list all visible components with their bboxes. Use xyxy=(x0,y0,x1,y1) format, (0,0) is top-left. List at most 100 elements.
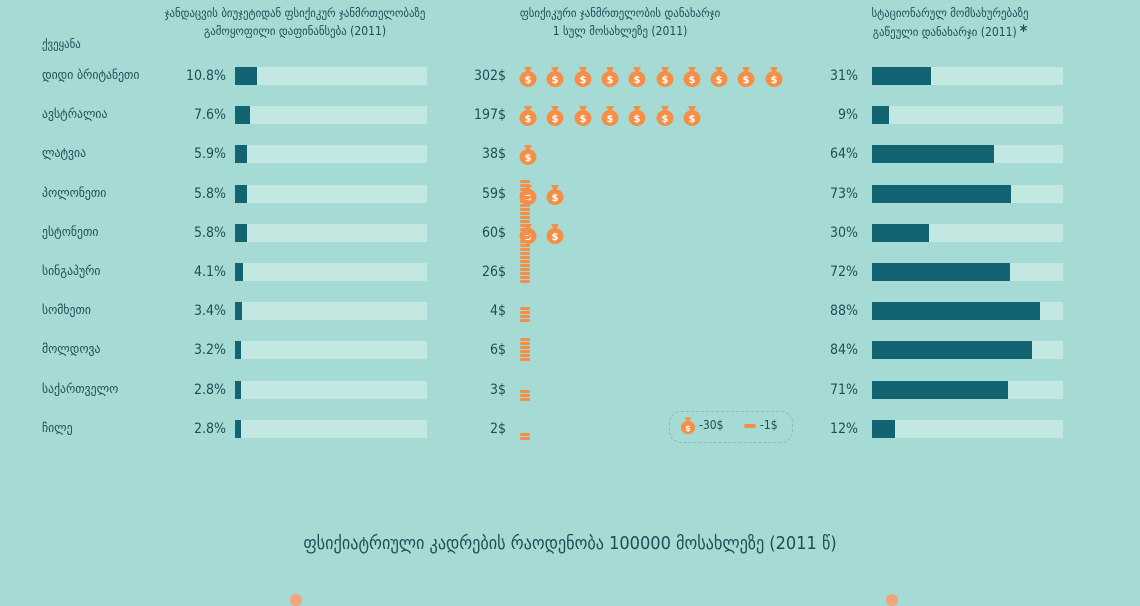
inpatient-share-bar xyxy=(872,341,1032,360)
inpatient-share-track xyxy=(872,145,1063,164)
inpatient-share-track xyxy=(872,106,1063,125)
coin-icon xyxy=(520,200,530,203)
coin-icon xyxy=(520,260,530,263)
spending-label: 6$ xyxy=(489,342,506,359)
budget-share-track xyxy=(235,145,427,164)
svg-text:$: $ xyxy=(579,114,586,125)
svg-text:$: $ xyxy=(770,75,777,86)
legend-bag-label: -30$ xyxy=(699,418,724,432)
table-row: მოლდოვა 3.2% 6$ 84% xyxy=(0,338,1140,362)
coin-stack xyxy=(520,432,530,440)
coin-icon xyxy=(520,248,530,251)
coin-icon xyxy=(520,280,530,283)
coin-icon xyxy=(520,354,530,358)
coin-icon xyxy=(520,311,530,315)
money-bag-icon: $ xyxy=(656,67,673,87)
inpatient-share-track xyxy=(872,263,1063,281)
money-bag-icon: $ xyxy=(765,67,783,87)
budget-share-bar xyxy=(235,67,257,85)
psychiatric-staff-title: ფსიქიატრიული კადრების რაოდენობა 100000 მ… xyxy=(303,533,837,554)
budget-share-bar xyxy=(235,106,250,125)
budget-share-label: 5.9% xyxy=(194,146,226,163)
coin-icon xyxy=(520,315,530,319)
coin-icon xyxy=(520,196,530,199)
inpatient-share-label: 84% xyxy=(830,342,858,359)
coin-icon xyxy=(520,208,530,211)
budget-share-label: 5.8% xyxy=(194,224,226,241)
inpatient-share-label: 12% xyxy=(830,420,858,437)
inpatient-share-track xyxy=(872,184,1063,203)
header-mh-spending-line1: ფსიქიკური ჯანმრთელობის დანახარჯი xyxy=(519,6,721,20)
inpatient-share-bar xyxy=(872,419,895,438)
budget-share-bar xyxy=(235,380,241,399)
money-bag-icon: $ xyxy=(601,106,619,127)
svg-text:$: $ xyxy=(552,75,559,86)
coin-icon xyxy=(520,188,530,191)
money-bag-icon: $ xyxy=(710,67,728,87)
legend-coin-label: -1$ xyxy=(760,418,778,432)
coin-stack xyxy=(520,389,530,401)
header-inpatient-line2-text: გაწეული დანახარჯი (2011) xyxy=(872,25,1017,39)
money-bag-icon: $ xyxy=(519,145,537,166)
budget-share-label: 5.8% xyxy=(194,185,226,202)
coin-icon xyxy=(520,240,530,243)
coin-icon xyxy=(520,244,530,247)
coin-icon xyxy=(520,350,530,354)
money-bag-icon: $ xyxy=(683,67,701,87)
budget-share-bar xyxy=(235,302,242,321)
country-name: სინგაპური xyxy=(42,264,101,279)
decor-circle-left xyxy=(290,594,302,606)
country-column-header: ქვეყანა xyxy=(42,37,81,51)
coin-icon xyxy=(520,346,530,350)
svg-text:$: $ xyxy=(634,75,641,86)
inpatient-share-bar xyxy=(872,263,1010,281)
table-row: ჩილე 2.8% 2$ 12% xyxy=(0,417,1140,441)
money-bag-icon: $ xyxy=(628,106,646,127)
coin-icon xyxy=(520,358,530,362)
spending-label: 59$ xyxy=(481,185,506,202)
money-bag-icon: $ xyxy=(546,184,564,205)
coin-icon xyxy=(520,264,530,267)
budget-share-label: 7.6% xyxy=(194,107,226,124)
coin-stack xyxy=(520,306,530,323)
coin-icon xyxy=(520,216,530,219)
coin-stack xyxy=(520,179,530,283)
country-name: პოლონეთი xyxy=(42,185,107,201)
inpatient-share-bar xyxy=(872,223,929,242)
coin-icon xyxy=(520,192,530,195)
coin-icon xyxy=(520,232,530,235)
budget-share-label: 4.1% xyxy=(194,264,226,280)
table-row: ლატვია 5.9% 38$ $64% xyxy=(0,142,1140,166)
coin-icon xyxy=(520,342,530,346)
spending-label: 38$ xyxy=(481,146,506,163)
budget-share-track xyxy=(235,184,427,203)
money-bag-icon: $ xyxy=(546,106,564,127)
money-bag-icon: $ xyxy=(656,106,673,127)
budget-share-track xyxy=(235,106,427,125)
table-row: საქართველო 2.8% 3$ 71% xyxy=(0,378,1140,402)
spending-label: 26$ xyxy=(481,264,506,280)
inpatient-share-track xyxy=(872,223,1063,242)
coin-stack xyxy=(520,337,530,362)
country-name: ავსტრალია xyxy=(42,107,108,123)
svg-text:$: $ xyxy=(552,193,559,204)
spending-label: 60$ xyxy=(481,224,506,241)
budget-share-track xyxy=(235,223,427,242)
inpatient-share-track xyxy=(872,380,1063,399)
budget-share-track xyxy=(235,263,427,281)
budget-share-bar xyxy=(235,184,247,203)
coin-icon xyxy=(520,256,530,259)
money-bag-icon: $ xyxy=(519,106,537,127)
inpatient-share-bar xyxy=(872,184,1011,203)
budget-share-label: 2.8% xyxy=(194,381,226,398)
country-name: დიდი ბრიტანეთი xyxy=(42,68,140,83)
money-bag-icon: $ xyxy=(519,67,537,87)
coin-icon xyxy=(520,184,530,187)
svg-text:$: $ xyxy=(552,232,559,243)
inpatient-share-bar xyxy=(872,106,889,125)
svg-text:$: $ xyxy=(688,114,695,125)
inpatient-share-track xyxy=(872,341,1063,360)
header-mh-spending-line2: 1 სულ მოსახლეზე (2011) xyxy=(552,24,688,38)
table-row: სინგაპური 4.1% 26$ 72% xyxy=(0,180,1140,284)
